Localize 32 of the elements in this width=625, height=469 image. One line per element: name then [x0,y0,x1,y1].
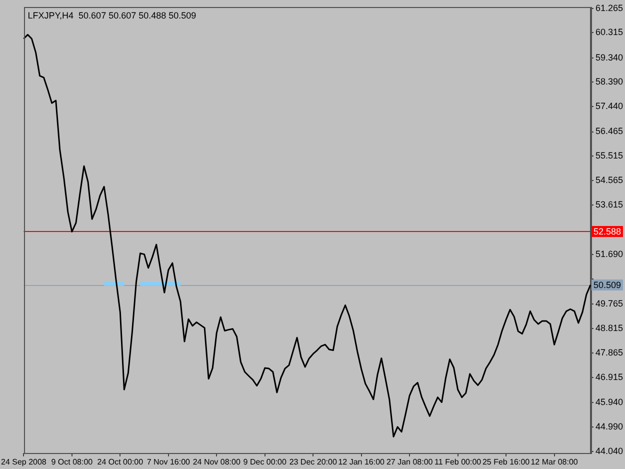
ref-line-label: 50.509 [593,280,622,290]
x-tick-label: 24 Sep 2008 [1,457,47,466]
x-tick-label: 9 Dec 00:00 [243,457,287,466]
x-tick-label: 24 Oct 00:00 [97,457,144,466]
x-tick-label: 23 Dec 20:00 [289,457,338,466]
y-tick-label: 57.440 [595,101,624,112]
y-tick-label: 47.865 [595,347,624,358]
chart-title: LFXJPY,H4 50.607 50.607 50.488 50.509 [28,10,196,20]
x-tick-label: 12 Jan 16:00 [338,457,386,466]
y-tick-label: 46.915 [595,372,624,382]
y-tick-label: 45.940 [595,396,624,407]
y-tick-label: 54.565 [595,175,624,186]
ref-line-label: 52.588 [593,226,622,236]
y-tick-label: 44.040 [595,446,624,456]
y-tick-label: 58.390 [595,76,624,87]
x-tick-label: 9 Oct 08:00 [51,457,94,466]
x-tick-label: 24 Nov 08:00 [192,457,241,466]
x-tick-label: 12 Mar 08:00 [530,457,578,466]
y-tick-label: 49.765 [595,298,624,309]
y-tick-label: 59.340 [595,52,624,62]
y-tick-label: 53.615 [595,200,624,210]
x-tick-label: 7 Nov 16:00 [146,457,191,466]
y-tick-label: 51.690 [595,249,624,260]
y-tick-label: 55.515 [595,150,624,161]
x-tick-label: 27 Jan 08:00 [386,457,434,466]
x-tick-label: 25 Feb 16:00 [482,457,530,466]
y-tick-label: 44.990 [595,421,624,432]
x-tick-label: 11 Feb 00:00 [434,457,482,466]
y-tick-label: 56.465 [595,126,624,136]
y-tick-label: 60.315 [595,27,624,38]
y-tick-label: 48.815 [595,323,624,334]
y-tick-label: 61.265 [595,2,624,13]
